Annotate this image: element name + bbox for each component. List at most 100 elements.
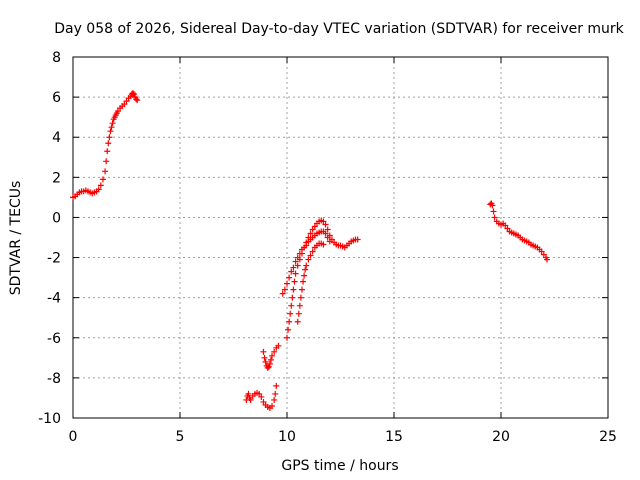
axis-ticks: 0 5 10 15 20 25 -10 -8 -6 -4 -2 0 2 4 6 8: [38, 50, 617, 445]
data-point: [106, 134, 113, 141]
data-point: [307, 252, 314, 259]
data-point: [290, 286, 297, 293]
data-point: [103, 158, 110, 165]
data-point: [296, 250, 303, 257]
data-point: [245, 390, 252, 397]
data-point: [538, 248, 545, 255]
data-point: [129, 90, 136, 97]
data-point: [354, 236, 361, 243]
y-tick-label: 2: [52, 170, 61, 186]
data-point: [271, 396, 278, 403]
data-point: [303, 262, 310, 269]
data-point: [262, 358, 269, 365]
data-point: [104, 148, 111, 155]
data-point: [540, 251, 547, 258]
y-tick-label: -8: [47, 371, 61, 387]
data-point: [108, 124, 115, 131]
data-point: [265, 363, 272, 370]
data-point: [322, 221, 329, 228]
y-tick-label: -10: [38, 411, 61, 427]
data-point: [260, 398, 267, 405]
x-tick-label: 0: [69, 429, 78, 445]
data-point: [123, 98, 130, 105]
data-point: [296, 302, 303, 309]
data-point: [301, 272, 308, 279]
y-tick-label: -6: [47, 331, 61, 347]
y-tick-label: 8: [52, 50, 61, 66]
data-point: [289, 294, 296, 301]
series-segment-2: [243, 382, 280, 411]
x-tick-label: 5: [176, 429, 185, 445]
data-point: [109, 120, 116, 127]
data-point: [320, 241, 327, 248]
data-point: [285, 326, 292, 333]
data-point: [302, 266, 309, 273]
y-axis-label: SDTVAR / TECUs: [8, 181, 24, 296]
x-tick-label: 10: [278, 429, 296, 445]
data-point: [258, 393, 265, 400]
data-point: [502, 222, 509, 229]
data-point: [324, 234, 331, 241]
data-point: [130, 91, 137, 98]
data-point: [286, 274, 293, 281]
data-point: [290, 264, 297, 271]
data-point: [279, 290, 286, 297]
data-point: [303, 242, 310, 249]
data-point: [287, 310, 294, 317]
data-point: [489, 202, 496, 209]
data-point: [275, 342, 282, 349]
series-segment-5: [279, 228, 333, 297]
data-point: [294, 262, 301, 269]
data-point: [297, 294, 304, 301]
series-segment-3: [260, 342, 282, 371]
data-point: [271, 348, 278, 355]
data-point: [260, 348, 267, 355]
data-point: [320, 218, 327, 225]
data-point: [133, 96, 140, 103]
y-tick-label: 4: [52, 130, 61, 146]
data-point: [295, 310, 302, 317]
data-point: [288, 268, 295, 275]
data-point: [326, 238, 333, 245]
data-point: [309, 226, 316, 233]
data-point: [134, 97, 141, 104]
data-point: [121, 101, 128, 108]
data-point: [267, 356, 274, 363]
x-tick-label: 15: [385, 429, 403, 445]
data-point: [284, 334, 290, 341]
data-point: [291, 278, 298, 285]
data-point: [309, 248, 316, 255]
data-point: [97, 182, 104, 189]
data-point: [114, 108, 121, 115]
data-point: [292, 270, 299, 277]
data-point: [311, 223, 318, 230]
data-point: [322, 230, 329, 237]
y-tick-label: 0: [52, 210, 61, 226]
data-point: [272, 390, 279, 397]
data-point: [273, 382, 280, 389]
data-point: [300, 278, 307, 285]
data-point: [294, 254, 301, 261]
data-point: [264, 364, 271, 371]
data-point: [286, 318, 293, 325]
y-tick-label: -4: [47, 291, 61, 307]
data-point: [298, 286, 305, 293]
plot-area-frame: [72, 56, 609, 419]
data-point: [292, 258, 299, 265]
data-point: [102, 168, 109, 175]
data-point: [544, 256, 551, 263]
data-point: [266, 360, 273, 367]
data-point: [95, 186, 102, 193]
series-segment-1: [70, 90, 141, 201]
data-point: [281, 286, 288, 293]
data-point: [99, 176, 106, 183]
x-tick-label: 25: [599, 429, 617, 445]
chart-title: Day 058 of 2026, Sidereal Day-to-day VTE…: [54, 21, 624, 37]
data-point: [284, 280, 290, 287]
data-point: [256, 390, 263, 397]
data-point: [324, 226, 331, 233]
series-segment-6: [294, 240, 327, 325]
data-points: [70, 90, 551, 411]
data-point: [269, 352, 276, 359]
